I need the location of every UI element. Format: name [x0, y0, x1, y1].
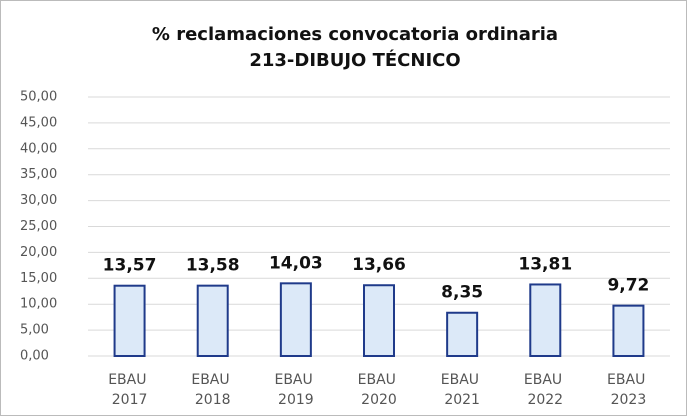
- value-label: 13,58: [186, 256, 240, 276]
- y-tick-label: 45,00: [20, 115, 57, 130]
- bar: [113, 284, 146, 357]
- x-tick-label: EBAU 2021: [441, 372, 484, 408]
- bar: [529, 283, 562, 357]
- chart-title: % reclamaciones convocatoria ordinaria: [152, 24, 558, 45]
- y-tick-label: 15,00: [20, 271, 57, 286]
- bar: [279, 282, 312, 357]
- x-tick-label: EBAU 2019: [274, 372, 317, 408]
- value-label: 8,35: [441, 283, 483, 303]
- y-tick-label: 30,00: [20, 193, 57, 208]
- y-tick-label: 35,00: [20, 167, 57, 182]
- bar: [446, 311, 479, 358]
- x-tick-label: EBAU 2022: [524, 372, 567, 408]
- y-tick-label: 40,00: [20, 141, 57, 156]
- y-tick-label: 20,00: [20, 245, 57, 260]
- y-tick-label: 0,00: [20, 349, 49, 364]
- y-tick-label: 5,00: [20, 323, 49, 338]
- value-label: 13,66: [352, 255, 406, 275]
- x-tick-label: EBAU 2018: [191, 372, 234, 408]
- bar: [612, 304, 645, 357]
- value-label: 9,72: [607, 276, 649, 296]
- x-tick-label: EBAU 2017: [108, 372, 151, 408]
- x-tick-label: EBAU 2023: [607, 372, 650, 408]
- chart-subtitle: 213-DIBUJO TÉCNICO: [249, 49, 460, 71]
- value-label: 14,03: [269, 253, 323, 273]
- bar: [363, 284, 395, 358]
- bar: [196, 284, 229, 358]
- y-tick-label: 10,00: [20, 297, 57, 312]
- value-label: 13,81: [518, 254, 572, 274]
- y-tick-label: 50,00: [20, 90, 57, 105]
- value-label: 13,57: [103, 256, 157, 276]
- y-tick-label: 25,00: [20, 219, 57, 234]
- x-tick-label: EBAU 2020: [358, 372, 401, 408]
